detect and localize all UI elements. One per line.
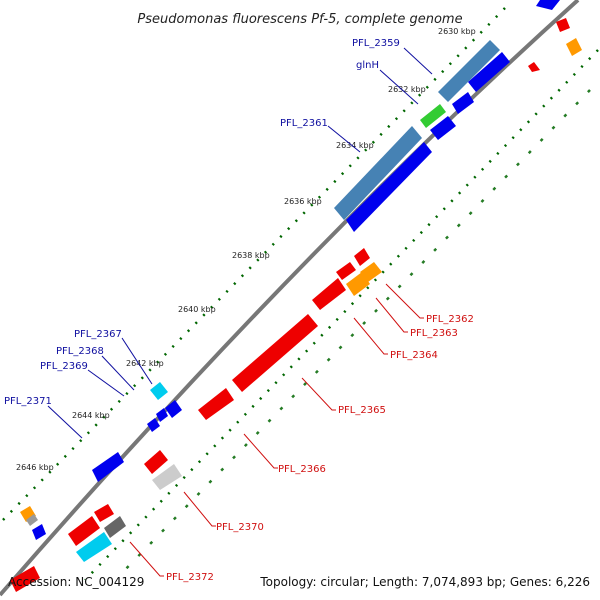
callout-pfl2363 bbox=[375, 297, 408, 333]
inner-dotted-track bbox=[84, 49, 599, 581]
gene-pfl2367-feature bbox=[150, 382, 168, 400]
tick-labels: 2630 kbp 2632 kbp 2634 kbp 2636 kbp 2638… bbox=[16, 27, 476, 472]
reverse-gene-labels: PFL_2362 PFL_2363 PFL_2364 PFL_2365 PFL_… bbox=[166, 314, 474, 583]
tick-label: 2646 kbp bbox=[16, 463, 54, 472]
reverse-callouts bbox=[129, 283, 424, 577]
callout-pfl2370 bbox=[183, 491, 216, 527]
gene-forward-top bbox=[536, 0, 560, 10]
gene-label-pfl2369: PFL_2369 bbox=[40, 361, 88, 372]
tick-label: 2636 kbp bbox=[284, 197, 322, 206]
gene-label-pfl2363: PFL_2363 bbox=[410, 328, 458, 339]
tick-label: 2630 kbp bbox=[438, 27, 476, 36]
genome-summary: Topology: circular; Length: 7,074,893 bp… bbox=[259, 575, 590, 589]
callout-pfl2361 bbox=[327, 125, 361, 153]
gene-label-pfl2364: PFL_2364 bbox=[390, 350, 438, 361]
gene-label-pfl2366: PFL_2366 bbox=[278, 464, 326, 475]
gene-label-pfl2368: PFL_2368 bbox=[56, 346, 104, 357]
callout-pfl2364 bbox=[353, 317, 388, 355]
gene-red-bottom bbox=[10, 566, 40, 592]
map-title: Pseudomonas fluorescens Pf-5, complete g… bbox=[137, 12, 462, 27]
gene-blue-tiny-2 bbox=[156, 408, 168, 422]
tick-label: 2644 kbp bbox=[72, 411, 110, 420]
gene-pfl2365-feature bbox=[232, 314, 318, 392]
outer-dotted-track bbox=[0, 7, 506, 524]
gene-red-lower bbox=[94, 504, 114, 522]
gene-pfl2359-feature bbox=[438, 40, 500, 102]
callout-pfl2367 bbox=[121, 337, 153, 385]
callout-pfl2359 bbox=[403, 47, 433, 75]
tick-label: 2638 kbp bbox=[232, 251, 270, 260]
inner-dotted-track-2 bbox=[119, 89, 591, 576]
gene-pfl2363-feature bbox=[360, 262, 382, 282]
gene-gray-left bbox=[26, 514, 38, 526]
gene-pfl2364-feature bbox=[312, 278, 346, 310]
gene-red-top bbox=[528, 62, 540, 72]
gene-label-pfl2371: PFL_2371 bbox=[4, 396, 52, 407]
gene-orange-top bbox=[566, 38, 582, 56]
callout-pfl2365 bbox=[301, 377, 336, 411]
gene-pfl2370-feature bbox=[152, 464, 182, 490]
gene-red-top-2 bbox=[556, 18, 570, 32]
callout-glnh bbox=[379, 69, 419, 105]
gene-red-small bbox=[336, 262, 356, 280]
gene-blue-tiny-1 bbox=[147, 418, 160, 432]
gene-label-pfl2367: PFL_2367 bbox=[74, 329, 122, 340]
gene-pfl2362-feature bbox=[354, 248, 370, 266]
gene-label-pfl2361: PFL_2361 bbox=[280, 118, 328, 129]
gene-label-glnh: glnH bbox=[356, 60, 379, 71]
gene-cyan-lower bbox=[76, 532, 112, 562]
gene-pfl2361-feature bbox=[334, 126, 422, 220]
reverse-strand-features bbox=[10, 18, 582, 592]
tick-label: 2640 kbp bbox=[178, 305, 216, 314]
gene-glnh-feature bbox=[468, 52, 510, 92]
gene-green-feature bbox=[420, 104, 446, 128]
gene-blue-long bbox=[346, 142, 432, 232]
gene-pfl2372-feature bbox=[68, 516, 100, 546]
callout-pfl2362 bbox=[385, 283, 424, 319]
forward-gene-labels: PFL_2359 glnH PFL_2361 PFL_2367 PFL_2368… bbox=[4, 38, 400, 407]
tick-label: 2632 kbp bbox=[388, 85, 426, 94]
forward-callouts bbox=[47, 47, 433, 439]
callout-pfl2371 bbox=[47, 405, 83, 439]
gene-orange-mid bbox=[346, 272, 370, 296]
gene-label-pfl2365: PFL_2365 bbox=[338, 405, 386, 416]
gene-pfl2366-feature bbox=[198, 388, 234, 420]
gene-label-pfl2359: PFL_2359 bbox=[352, 38, 400, 49]
tick-label: 2642 kbp bbox=[126, 359, 164, 368]
callout-pfl2372 bbox=[129, 541, 164, 577]
gene-blue-small-1 bbox=[452, 92, 474, 114]
genome-backbone bbox=[0, 0, 580, 597]
callout-pfl2369 bbox=[87, 369, 125, 397]
accession-label: Accession: NC_004129 bbox=[8, 575, 144, 589]
gene-label-pfl2370: PFL_2370 bbox=[216, 522, 264, 533]
gene-label-pfl2362: PFL_2362 bbox=[426, 314, 474, 325]
forward-strand-features bbox=[20, 0, 560, 540]
gene-blue-mid bbox=[165, 400, 182, 418]
gene-gray-lower bbox=[104, 516, 126, 538]
tick-label: 2634 kbp bbox=[336, 141, 374, 150]
gene-blue-small-2 bbox=[430, 116, 456, 140]
gene-red-mid bbox=[144, 450, 168, 474]
gene-blue-left bbox=[32, 524, 46, 540]
callout-pfl2368 bbox=[101, 355, 135, 391]
gene-label-pfl2372: PFL_2372 bbox=[166, 572, 214, 583]
callout-pfl2366 bbox=[243, 433, 278, 469]
gene-pfl2371-feature bbox=[92, 452, 124, 482]
